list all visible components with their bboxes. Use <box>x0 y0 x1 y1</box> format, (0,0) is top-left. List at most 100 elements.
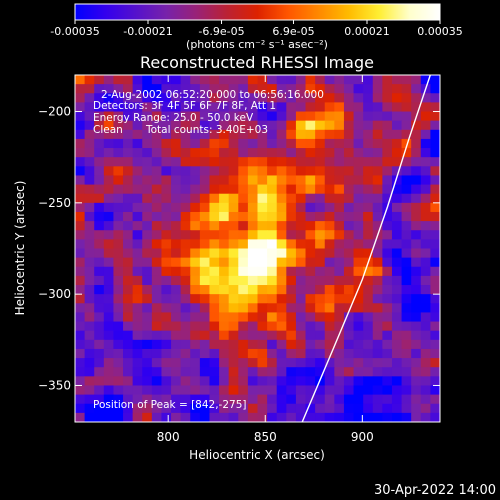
heatmap-cell <box>171 339 182 350</box>
heatmap-cell <box>132 148 143 158</box>
heatmap-cell <box>401 202 412 213</box>
heatmap-cell <box>171 321 182 332</box>
heatmap-cell <box>199 330 211 341</box>
heatmap-cell <box>411 120 422 131</box>
heatmap-cell <box>353 412 364 422</box>
heatmap-cell <box>411 129 422 140</box>
heatmap-cell <box>363 211 374 222</box>
heatmap-cell <box>295 367 307 377</box>
heatmap-cell <box>142 358 153 368</box>
heatmap-cell <box>132 385 143 396</box>
heatmap-cell <box>411 184 422 195</box>
heatmap-cell <box>286 348 297 359</box>
heatmap-cell <box>324 120 335 131</box>
heatmap-cell <box>286 412 297 422</box>
heatmap-cell <box>305 111 316 122</box>
heatmap-cell <box>372 312 383 323</box>
heatmap-cell <box>238 111 249 122</box>
heatmap-cell <box>324 93 335 103</box>
heatmap-cell <box>199 221 211 231</box>
heatmap-cell <box>334 157 345 167</box>
heatmap-cell <box>257 239 268 250</box>
heatmap-cell <box>180 339 191 350</box>
heatmap-cell <box>343 111 355 122</box>
heatmap-cell <box>151 175 163 186</box>
heatmap-cell <box>267 294 278 304</box>
heatmap-cell <box>343 239 355 250</box>
heatmap-cell <box>94 138 105 149</box>
heatmap-cell <box>75 294 86 304</box>
heatmap-cell <box>123 193 134 204</box>
heatmap-cell <box>257 312 268 323</box>
heatmap-cell <box>305 394 316 405</box>
heatmap-cell <box>209 294 220 304</box>
heatmap-cell <box>219 75 230 85</box>
heatmap-cell <box>75 330 86 341</box>
heatmap-cell <box>123 339 134 350</box>
heatmap-cell <box>391 376 403 387</box>
heatmap-cell <box>276 138 287 149</box>
heatmap-cell <box>391 193 403 204</box>
heatmap-cell <box>199 312 211 323</box>
heatmap-cell <box>123 75 134 85</box>
heatmap-cell <box>84 266 95 277</box>
heatmap-cell <box>305 330 316 341</box>
heatmap-cell <box>103 175 115 186</box>
heatmap-cell <box>315 285 326 295</box>
heatmap-cell <box>286 285 297 295</box>
heatmap-cell <box>161 312 172 323</box>
heatmap-cell <box>295 102 307 113</box>
heatmap-cell <box>267 230 278 240</box>
heatmap-cell <box>75 376 86 387</box>
heatmap-cell <box>142 266 153 277</box>
heatmap-cell <box>180 84 191 94</box>
heatmap-cell <box>257 285 268 295</box>
heatmap-cell <box>315 358 326 368</box>
heatmap-cell <box>363 248 374 259</box>
heatmap-cell <box>411 266 422 277</box>
heatmap-cell <box>267 111 278 122</box>
heatmap-cell <box>238 367 249 377</box>
heatmap-cell <box>247 93 259 103</box>
heatmap-cell <box>123 221 134 231</box>
y-axis-label: Heliocentric Y (arcsec) <box>13 181 27 316</box>
heatmap-cell <box>171 111 182 122</box>
heatmap-cell <box>228 111 239 122</box>
heatmap-cell <box>219 157 230 167</box>
heatmap-cell <box>132 138 143 149</box>
heatmap-cell <box>103 385 115 396</box>
heatmap-cell <box>151 294 163 304</box>
heatmap-cell <box>372 358 383 368</box>
heatmap-cell <box>219 266 230 277</box>
heatmap-cell <box>363 166 374 177</box>
heatmap-cell <box>228 239 239 250</box>
heatmap-cell <box>113 138 124 149</box>
heatmap-cell <box>123 330 134 341</box>
heatmap-cell <box>267 285 278 295</box>
heatmap-cell <box>430 84 440 94</box>
heatmap-cell <box>151 339 163 350</box>
heatmap-cell <box>142 257 153 268</box>
heatmap-cell <box>267 84 278 94</box>
heatmap-cell <box>295 157 307 167</box>
heatmap-cell <box>382 148 393 158</box>
heatmap-cell <box>334 321 345 332</box>
heatmap-cell <box>305 312 316 323</box>
heatmap-cell <box>247 394 259 405</box>
heatmap-cell <box>84 285 95 295</box>
heatmap-cell <box>267 148 278 158</box>
heatmap-cell <box>84 84 95 94</box>
heatmap-cell <box>363 330 374 341</box>
heatmap-cell <box>391 266 403 277</box>
heatmap-cell <box>247 312 259 323</box>
heatmap-cell <box>343 275 355 286</box>
heatmap-cell <box>257 266 268 277</box>
heatmap-cell <box>411 84 422 94</box>
heatmap-cell <box>401 166 412 177</box>
heatmap-cell <box>190 248 201 259</box>
heatmap-cell <box>305 257 316 268</box>
heatmap-cell <box>401 376 412 387</box>
heatmap-cell <box>209 129 220 140</box>
heatmap-cell <box>276 202 287 213</box>
heatmap-cell <box>334 211 345 222</box>
